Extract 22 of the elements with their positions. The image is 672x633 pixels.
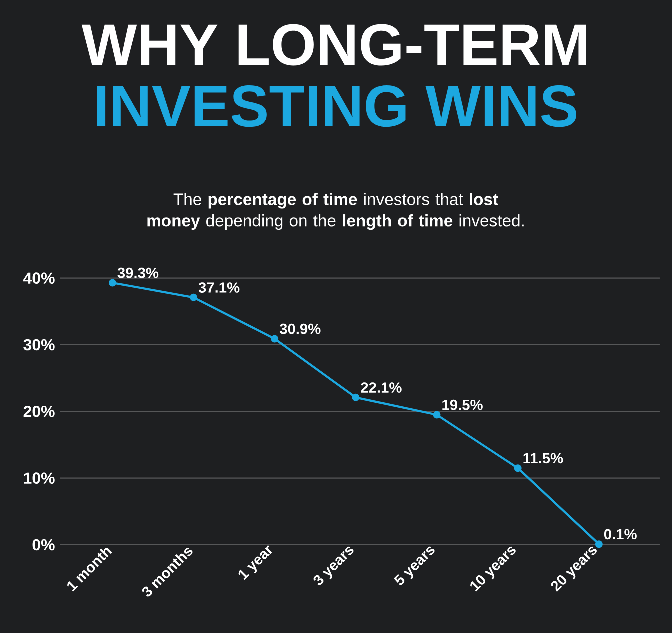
data-label: 30.9% <box>280 324 321 334</box>
chart-subtitle: INVESTING WINS <box>97 86 577 128</box>
y-tick-label: 40% <box>24 272 55 284</box>
point <box>108 279 116 287</box>
y-tick-label: 0% <box>32 539 55 551</box>
data-label: 19.5% <box>442 400 483 410</box>
point <box>190 294 198 302</box>
data-label: 39.3% <box>118 268 159 278</box>
point <box>433 411 441 419</box>
y-tick-label: 10% <box>24 472 55 484</box>
chart-title: WHY LONG-TERM <box>82 24 586 66</box>
data-label: 11.5% <box>524 453 564 464</box>
y-tick-label: 20% <box>24 406 55 418</box>
data-label: 22.1% <box>361 382 402 393</box>
point <box>352 394 360 402</box>
y-tick-label: 30% <box>24 339 55 351</box>
data-label: 0.1% <box>604 529 637 540</box>
point <box>514 464 522 472</box>
text: The percentage of time investors that lost money depending on the length of time invested. <box>148 193 524 230</box>
point <box>271 335 279 343</box>
data-label: 37.1% <box>198 282 240 293</box>
point <box>595 540 603 548</box>
